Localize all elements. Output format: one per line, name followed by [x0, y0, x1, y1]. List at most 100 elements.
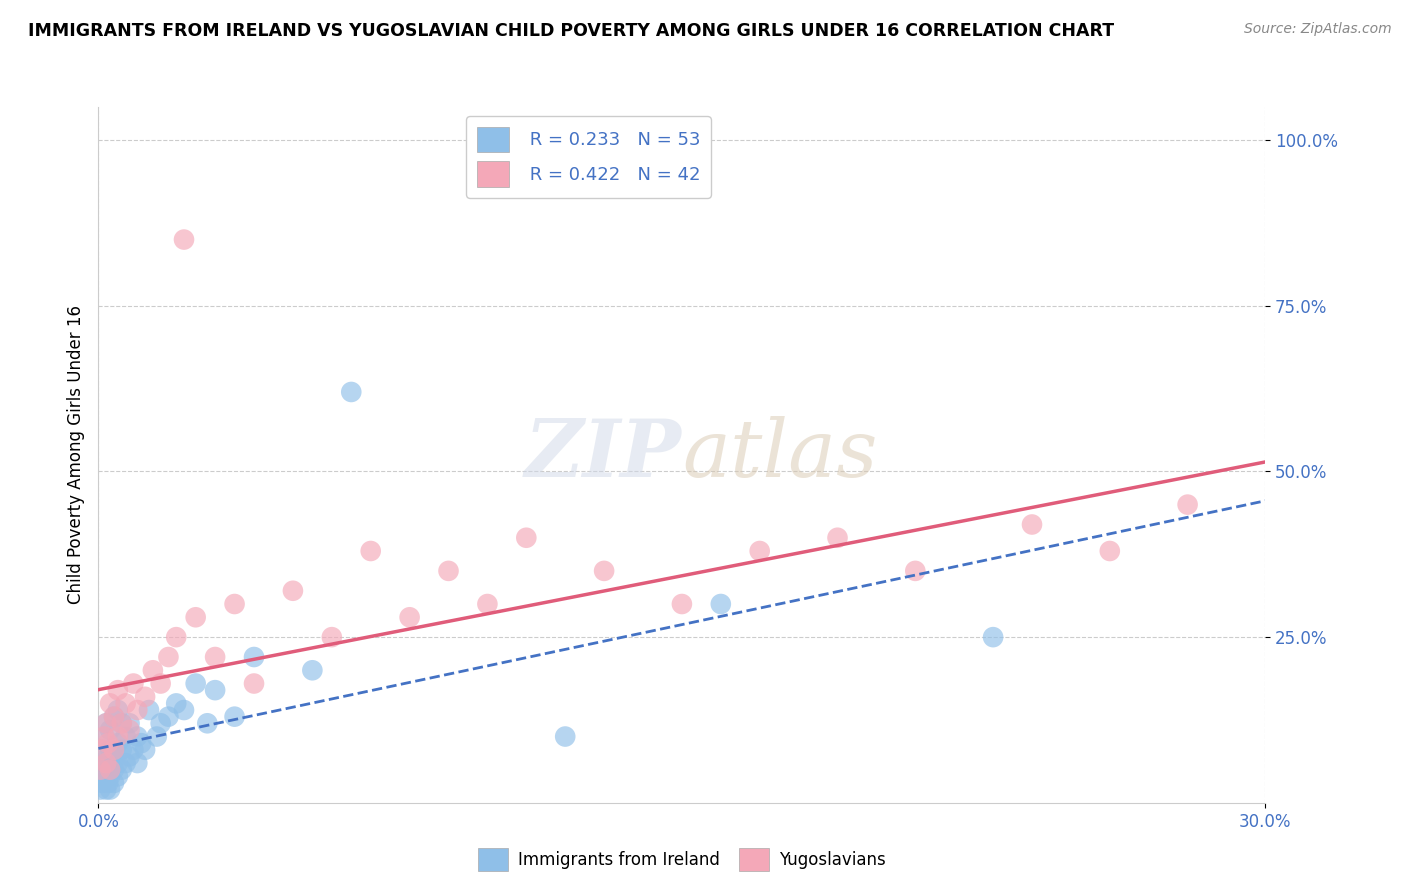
Point	[98, 723, 121, 737]
Point	[103, 776, 125, 790]
Point	[111, 716, 134, 731]
Point	[554, 730, 576, 744]
Point	[98, 763, 121, 777]
Point	[122, 676, 145, 690]
Point	[129, 736, 152, 750]
Point	[96, 716, 118, 731]
Point	[89, 782, 111, 797]
Point	[97, 736, 120, 750]
Point	[114, 697, 136, 711]
Legend: Immigrants from Ireland, Yugoslavians: Immigrants from Ireland, Yugoslavians	[471, 841, 893, 878]
Point	[134, 743, 156, 757]
Point	[360, 544, 382, 558]
Point	[281, 583, 304, 598]
Point	[103, 743, 125, 757]
Point	[224, 709, 246, 723]
Text: IMMIGRANTS FROM IRELAND VS YUGOSLAVIAN CHILD POVERTY AMONG GIRLS UNDER 16 CORREL: IMMIGRANTS FROM IRELAND VS YUGOSLAVIAN C…	[28, 22, 1114, 40]
Point	[224, 597, 246, 611]
Point	[96, 769, 118, 783]
Point	[107, 756, 129, 770]
Point	[107, 683, 129, 698]
Point	[91, 743, 114, 757]
Point	[127, 730, 149, 744]
Point	[96, 756, 118, 770]
Point	[91, 763, 114, 777]
Text: atlas: atlas	[682, 417, 877, 493]
Point	[904, 564, 927, 578]
Point	[173, 703, 195, 717]
Point	[195, 716, 218, 731]
Y-axis label: Child Poverty Among Girls Under 16: Child Poverty Among Girls Under 16	[66, 305, 84, 605]
Point	[477, 597, 499, 611]
Point	[748, 544, 770, 558]
Point	[98, 743, 121, 757]
Point	[340, 384, 363, 399]
Point	[107, 703, 129, 717]
Point	[118, 723, 141, 737]
Point	[138, 703, 160, 717]
Point	[142, 663, 165, 677]
Point	[98, 782, 121, 797]
Point	[98, 769, 121, 783]
Point	[98, 756, 121, 770]
Point	[93, 730, 115, 744]
Point	[1098, 544, 1121, 558]
Point	[114, 730, 136, 744]
Point	[91, 776, 114, 790]
Point	[437, 564, 460, 578]
Point	[118, 749, 141, 764]
Point	[1021, 517, 1043, 532]
Point	[671, 597, 693, 611]
Point	[184, 610, 207, 624]
Text: ZIP: ZIP	[524, 417, 682, 493]
Point	[118, 716, 141, 731]
Point	[96, 756, 118, 770]
Point	[122, 743, 145, 757]
Point	[93, 769, 115, 783]
Point	[127, 756, 149, 770]
Point	[91, 743, 114, 757]
Point	[398, 610, 420, 624]
Point	[149, 716, 172, 731]
Point	[710, 597, 733, 611]
Point	[114, 756, 136, 770]
Point	[243, 676, 266, 690]
Point	[165, 697, 187, 711]
Point	[184, 676, 207, 690]
Point	[107, 736, 129, 750]
Point	[97, 749, 120, 764]
Point	[321, 630, 343, 644]
Point	[157, 650, 180, 665]
Point	[1177, 498, 1199, 512]
Point	[146, 730, 169, 744]
Point	[107, 769, 129, 783]
Point	[103, 709, 125, 723]
Point	[204, 683, 226, 698]
Point	[981, 630, 1004, 644]
Point	[243, 650, 266, 665]
Point	[165, 630, 187, 644]
Point	[515, 531, 537, 545]
Point	[134, 690, 156, 704]
Point	[96, 782, 118, 797]
Point	[173, 233, 195, 247]
Point	[103, 743, 125, 757]
Point	[111, 743, 134, 757]
Point	[827, 531, 849, 545]
Point	[103, 709, 125, 723]
Point	[149, 676, 172, 690]
Point	[96, 716, 118, 731]
Point	[103, 763, 125, 777]
Text: Source: ZipAtlas.com: Source: ZipAtlas.com	[1244, 22, 1392, 37]
Point	[157, 709, 180, 723]
Point	[97, 776, 120, 790]
Point	[127, 703, 149, 717]
Point	[204, 650, 226, 665]
Point	[93, 730, 115, 744]
Point	[98, 697, 121, 711]
Point	[111, 763, 134, 777]
Point	[89, 763, 111, 777]
Point	[111, 716, 134, 731]
Point	[301, 663, 323, 677]
Point	[593, 564, 616, 578]
